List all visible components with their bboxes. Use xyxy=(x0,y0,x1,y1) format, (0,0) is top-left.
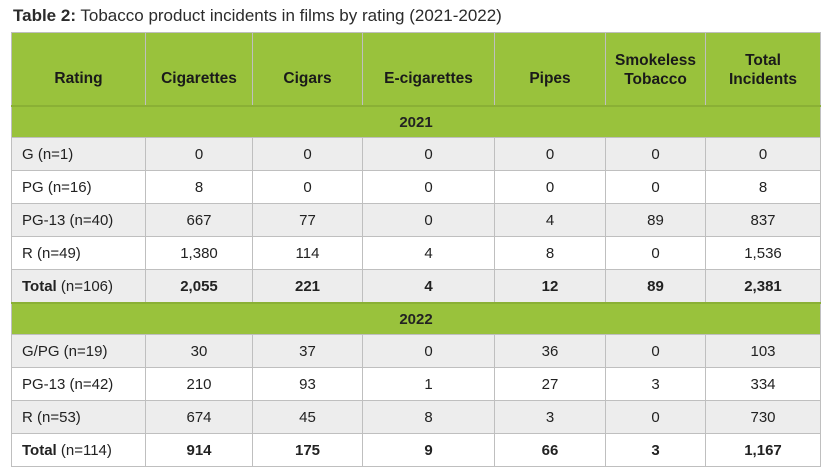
total-row: Total (n=106) 2,055 221 4 12 89 2,381 xyxy=(11,269,821,304)
value-cell: 0 xyxy=(145,137,253,171)
value-cell: 1,536 xyxy=(705,236,821,270)
total-label: Total xyxy=(22,277,57,295)
value-cell: 27 xyxy=(494,367,606,401)
value-cell: 0 xyxy=(605,137,706,171)
table-row: R (n=53) 674 45 8 3 0 730 xyxy=(11,400,821,434)
header-total-line1: Total xyxy=(745,52,781,69)
table-row: G (n=1) 0 0 0 0 0 0 xyxy=(11,137,821,171)
rating-cell: G/PG (n=19) xyxy=(11,334,146,368)
value-cell: 1,380 xyxy=(145,236,253,270)
value-cell: 0 xyxy=(252,137,363,171)
total-value-cell: 1,167 xyxy=(705,433,821,467)
value-cell: 89 xyxy=(605,203,706,237)
total-value-cell: 9 xyxy=(362,433,495,467)
value-cell: 210 xyxy=(145,367,253,401)
value-cell: 30 xyxy=(145,334,253,368)
total-value-cell: 66 xyxy=(494,433,606,467)
incidents-table: Rating Cigarettes Cigars E-cigarettes Pi… xyxy=(11,32,821,467)
total-n: (n=114) xyxy=(56,441,112,459)
table-caption: Table 2: Tobacco product incidents in fi… xyxy=(13,6,502,26)
value-cell: 0 xyxy=(362,137,495,171)
value-cell: 4 xyxy=(362,236,495,270)
rating-cell: PG-13 (n=42) xyxy=(11,367,146,401)
value-cell: 8 xyxy=(145,170,253,204)
header-cigars: Cigars xyxy=(252,32,363,107)
value-cell: 730 xyxy=(705,400,821,434)
value-cell: 0 xyxy=(494,137,606,171)
header-smokeless-tobacco: Smokeless Tobacco xyxy=(605,32,706,107)
total-n: (n=106) xyxy=(56,277,114,295)
value-cell: 0 xyxy=(605,400,706,434)
header-smokeless-line1: Smokeless xyxy=(615,52,696,69)
value-cell: 103 xyxy=(705,334,821,368)
value-cell: 0 xyxy=(605,170,706,204)
value-cell: 3 xyxy=(605,367,706,401)
total-value-cell: 175 xyxy=(252,433,363,467)
rating-cell: PG (n=16) xyxy=(11,170,146,204)
value-cell: 667 xyxy=(145,203,253,237)
value-cell: 93 xyxy=(252,367,363,401)
value-cell: 674 xyxy=(145,400,253,434)
year-label: 2022 xyxy=(11,302,821,335)
value-cell: 0 xyxy=(362,170,495,204)
total-value-cell: 3 xyxy=(605,433,706,467)
total-rating-cell: Total (n=106) xyxy=(11,269,146,304)
header-total-incidents: Total Incidents xyxy=(705,32,821,107)
total-row: Total (n=114) 914 175 9 66 3 1,167 xyxy=(11,433,821,467)
table-row: R (n=49) 1,380 114 4 8 0 1,536 xyxy=(11,236,821,270)
year-row: 2022 xyxy=(11,302,821,335)
value-cell: 114 xyxy=(252,236,363,270)
table-row: PG-13 (n=40) 667 77 0 4 89 837 xyxy=(11,203,821,237)
total-value-cell: 12 xyxy=(494,269,606,304)
header-cigarettes: Cigarettes xyxy=(145,32,253,107)
value-cell: 837 xyxy=(705,203,821,237)
value-cell: 1 xyxy=(362,367,495,401)
header-e-cigarettes: E-cigarettes xyxy=(362,32,495,107)
total-label: Total xyxy=(22,441,57,459)
table-row: PG (n=16) 8 0 0 0 0 8 xyxy=(11,170,821,204)
table-row: G/PG (n=19) 30 37 0 36 0 103 xyxy=(11,334,821,368)
value-cell: 37 xyxy=(252,334,363,368)
value-cell: 77 xyxy=(252,203,363,237)
value-cell: 8 xyxy=(362,400,495,434)
header-total-line2: Incidents xyxy=(728,71,798,88)
total-value-cell: 914 xyxy=(145,433,253,467)
value-cell: 8 xyxy=(705,170,821,204)
header-smokeless-line2: Tobacco xyxy=(624,71,687,88)
rating-cell: R (n=49) xyxy=(11,236,146,270)
total-value-cell: 2,381 xyxy=(705,269,821,304)
total-value-cell: 2,055 xyxy=(145,269,253,304)
value-cell: 0 xyxy=(605,236,706,270)
header-rating: Rating xyxy=(11,32,146,107)
table-caption-label: Table 2: xyxy=(13,6,76,25)
total-value-cell: 89 xyxy=(605,269,706,304)
header-row: Rating Cigarettes Cigars E-cigarettes Pi… xyxy=(11,32,821,107)
value-cell: 0 xyxy=(705,137,821,171)
table-caption-text: Tobacco product incidents in films by ra… xyxy=(75,6,502,25)
value-cell: 3 xyxy=(494,400,606,434)
value-cell: 0 xyxy=(494,170,606,204)
table-row: PG-13 (n=42) 210 93 1 27 3 334 xyxy=(11,367,821,401)
rating-cell: PG-13 (n=40) xyxy=(11,203,146,237)
total-value-cell: 221 xyxy=(252,269,363,304)
value-cell: 36 xyxy=(494,334,606,368)
value-cell: 45 xyxy=(252,400,363,434)
rating-cell: R (n=53) xyxy=(11,400,146,434)
rating-cell: G (n=1) xyxy=(11,137,146,171)
value-cell: 0 xyxy=(605,334,706,368)
value-cell: 0 xyxy=(362,203,495,237)
value-cell: 0 xyxy=(252,170,363,204)
header-pipes: Pipes xyxy=(494,32,606,107)
table-body: 2021 G (n=1) 0 0 0 0 0 0 PG (n=16) 8 0 0 0 0 8 PG-13 (n… xyxy=(11,105,821,467)
year-row: 2021 xyxy=(11,105,821,138)
value-cell: 0 xyxy=(362,334,495,368)
total-value-cell: 4 xyxy=(362,269,495,304)
year-label: 2021 xyxy=(11,105,821,138)
value-cell: 4 xyxy=(494,203,606,237)
value-cell: 8 xyxy=(494,236,606,270)
total-rating-cell: Total (n=114) xyxy=(11,433,146,467)
value-cell: 334 xyxy=(705,367,821,401)
